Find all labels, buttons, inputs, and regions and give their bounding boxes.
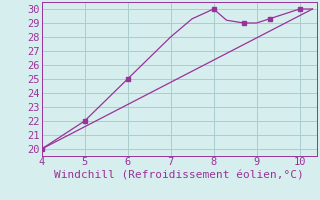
X-axis label: Windchill (Refroidissement éolien,°C): Windchill (Refroidissement éolien,°C) <box>54 170 304 180</box>
